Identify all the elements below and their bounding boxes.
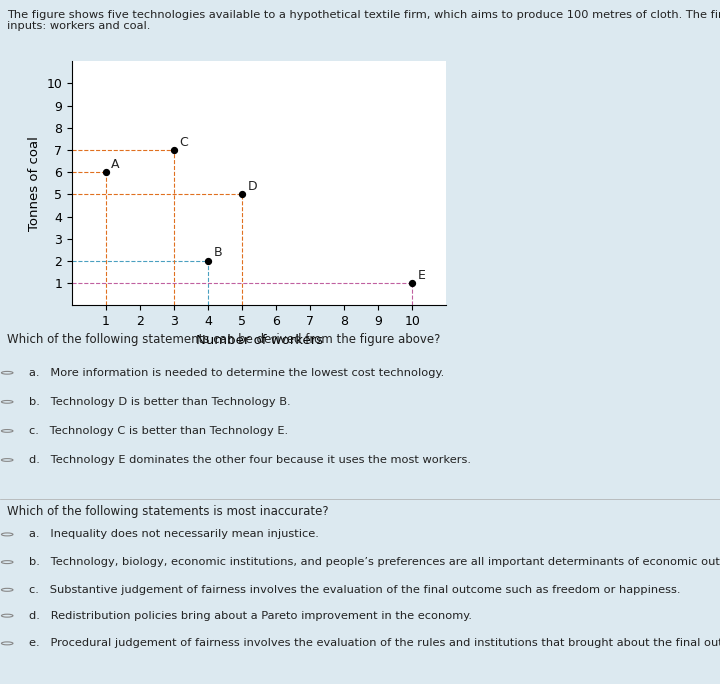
Text: c.   Technology C is better than Technology E.: c. Technology C is better than Technolog…	[29, 426, 288, 436]
Text: b.   Technology, biology, economic institutions, and people’s preferences are al: b. Technology, biology, economic institu…	[29, 557, 720, 567]
Text: d.   Technology E dominates the other four because it uses the most workers.: d. Technology E dominates the other four…	[29, 455, 471, 465]
Text: c.   Substantive judgement of fairness involves the evaluation of the final outc: c. Substantive judgement of fairness inv…	[29, 585, 680, 595]
Text: The figure shows five technologies available to a hypothetical textile firm, whi: The figure shows five technologies avail…	[7, 10, 720, 31]
Text: Which of the following statements is most inaccurate?: Which of the following statements is mos…	[7, 505, 329, 518]
Text: a.   Inequality does not necessarily mean injustice.: a. Inequality does not necessarily mean …	[29, 529, 319, 540]
Text: a.   More information is needed to determine the lowest cost technology.: a. More information is needed to determi…	[29, 368, 444, 378]
Text: b.   Technology D is better than Technology B.: b. Technology D is better than Technolog…	[29, 397, 290, 407]
Text: d.   Redistribution policies bring about a Pareto improvement in the economy.: d. Redistribution policies bring about a…	[29, 611, 472, 620]
Text: e.   Procedural judgement of fairness involves the evaluation of the rules and i: e. Procedural judgement of fairness invo…	[29, 638, 720, 648]
Text: Which of the following statements can be derived from the figure above?: Which of the following statements can be…	[7, 334, 441, 347]
